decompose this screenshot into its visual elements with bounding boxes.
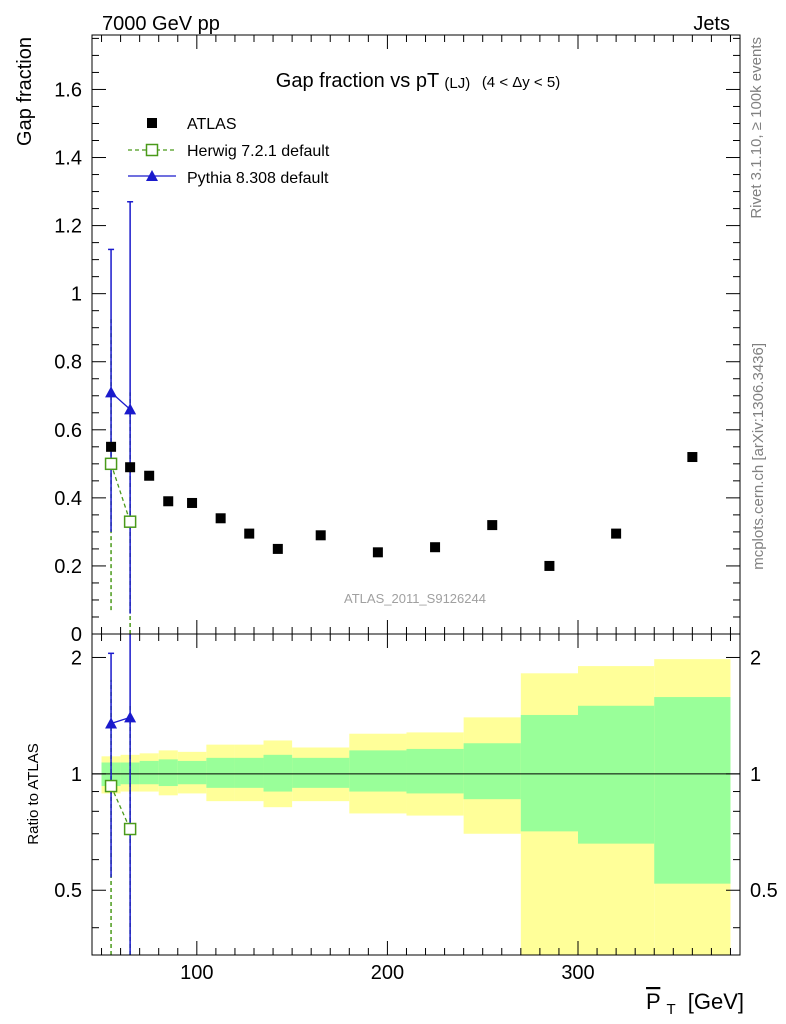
- atlas-point: [106, 441, 117, 452]
- main-y-tick-label: 0: [71, 624, 82, 646]
- atlas-point: [272, 543, 283, 554]
- ratio-inner-band: [234, 757, 264, 788]
- title-lj-subscript: (LJ): [444, 75, 470, 92]
- atlas-point: [163, 496, 174, 507]
- atlas-point: [611, 528, 622, 539]
- x-tick-label: 200: [371, 962, 404, 984]
- atlas-point: [430, 542, 441, 553]
- legend-atlas-label: ATLAS: [187, 116, 237, 133]
- legend-pythia-marker: [146, 170, 158, 181]
- ratio-inner-band: [292, 757, 350, 788]
- atlas-point: [487, 520, 498, 531]
- x-axis-label-main: P: [646, 989, 660, 1014]
- x-tick-label: 300: [561, 962, 594, 984]
- header-jets-label: Jets: [693, 13, 730, 35]
- herwig-point: [123, 515, 137, 528]
- ratio-y-tick-label-right: 0.5: [750, 880, 778, 902]
- ratio-herwig-point: [104, 779, 118, 793]
- ratio-inner-band: [158, 759, 178, 787]
- ratio-panel-frame: [91, 633, 741, 956]
- legend-herwig-marker: [145, 143, 159, 157]
- x-axis-label: P T [GeV]: [646, 989, 744, 1019]
- x-tick-label: 100: [180, 962, 213, 984]
- ratio-y-tick-label-right: 2: [750, 647, 761, 669]
- ratio-y-tick-label-left: 2: [71, 647, 82, 669]
- main-y-tick-label: 0.2: [54, 556, 82, 578]
- atlas-point: [372, 547, 383, 558]
- rivet-version-label: Rivet 3.1.10, ≥ 100k events: [748, 37, 765, 219]
- main-y-tick-label: 0.4: [54, 488, 82, 510]
- ratio-inner-band: [463, 743, 521, 800]
- main-y-tick-label: 1.6: [54, 79, 82, 101]
- atlas-point: [215, 513, 226, 524]
- main-y-tick-label: 0.6: [54, 420, 82, 442]
- main-y-tick-label: 1: [71, 284, 82, 306]
- ratio-inner-band: [578, 705, 655, 844]
- ratio-inner-band: [139, 760, 159, 785]
- main-y-tick-label: 1.4: [54, 148, 82, 170]
- ratio-panel: 0.5 0.5 1 1 2 2 100 200 300 Ratio to ATLAS P T […: [25, 633, 778, 1019]
- analysis-watermark: ATLAS_2011_S9126244: [344, 591, 486, 606]
- mcplots-reference-label: mcplots.cern.ch [arXiv:1306.3436]: [750, 343, 767, 570]
- atlas-point: [187, 497, 198, 508]
- ratio-inner-band: [520, 714, 578, 832]
- main-y-tick-label: 1.2: [54, 216, 82, 238]
- ratio-inner-band: [349, 750, 407, 792]
- atlas-point: [244, 528, 255, 539]
- legend-herwig-label: Herwig 7.2.1 default: [187, 143, 330, 160]
- title-main-text: Gap fraction vs pT: [276, 70, 439, 92]
- ratio-pythia-point: [124, 711, 137, 723]
- ratio-inner-band: [206, 757, 235, 788]
- ratio-y-tick-label-left: 1: [71, 764, 82, 786]
- ratio-y-tick-label-right: 1: [750, 764, 761, 786]
- atlas-point: [125, 462, 136, 473]
- ratio-pythia-point: [105, 717, 118, 729]
- atlas-point: [315, 530, 326, 541]
- main-chart-title: Gap fraction vs pT (LJ) (4 < Δy < 5): [276, 70, 560, 93]
- x-axis-label-subscript: T: [666, 1001, 675, 1018]
- pythia-point: [124, 403, 137, 415]
- ratio-herwig-point: [123, 822, 137, 836]
- ratio-y-axis-label: Ratio to ATLAS: [25, 743, 42, 844]
- title-rapidity-cut: (4 < Δy < 5): [482, 74, 560, 91]
- herwig-point: [104, 457, 118, 471]
- ratio-inner-band: [177, 760, 207, 785]
- ratio-inner-band: [263, 754, 293, 792]
- pythia-point: [105, 386, 118, 398]
- header-energy-label: 7000 GeV pp: [102, 13, 220, 35]
- ratio-herwig-line: [110, 785, 131, 830]
- main-y-tick-label: 0.8: [54, 352, 82, 374]
- x-axis-label-unit: [GeV]: [688, 989, 744, 1014]
- legend: ATLAS Herwig 7.2.1 default Pythia 8.308 …: [128, 116, 330, 187]
- ratio-inner-band: [654, 697, 731, 884]
- atlas-point: [687, 452, 698, 463]
- ratio-y-tick-label-left: 0.5: [54, 880, 82, 902]
- herwig-series-line: [110, 463, 131, 522]
- main-panel: 0 0.2 0.4 0.6 0.8 1 1.2 1.4 1.6 Gap fraction Gap…: [14, 34, 741, 646]
- atlas-point: [144, 470, 155, 481]
- main-y-axis-label: Gap fraction: [14, 37, 36, 146]
- ratio-inner-band: [406, 748, 464, 794]
- atlas-point: [544, 560, 555, 571]
- legend-atlas-marker: [147, 118, 157, 128]
- legend-pythia-label: Pythia 8.308 default: [187, 170, 329, 187]
